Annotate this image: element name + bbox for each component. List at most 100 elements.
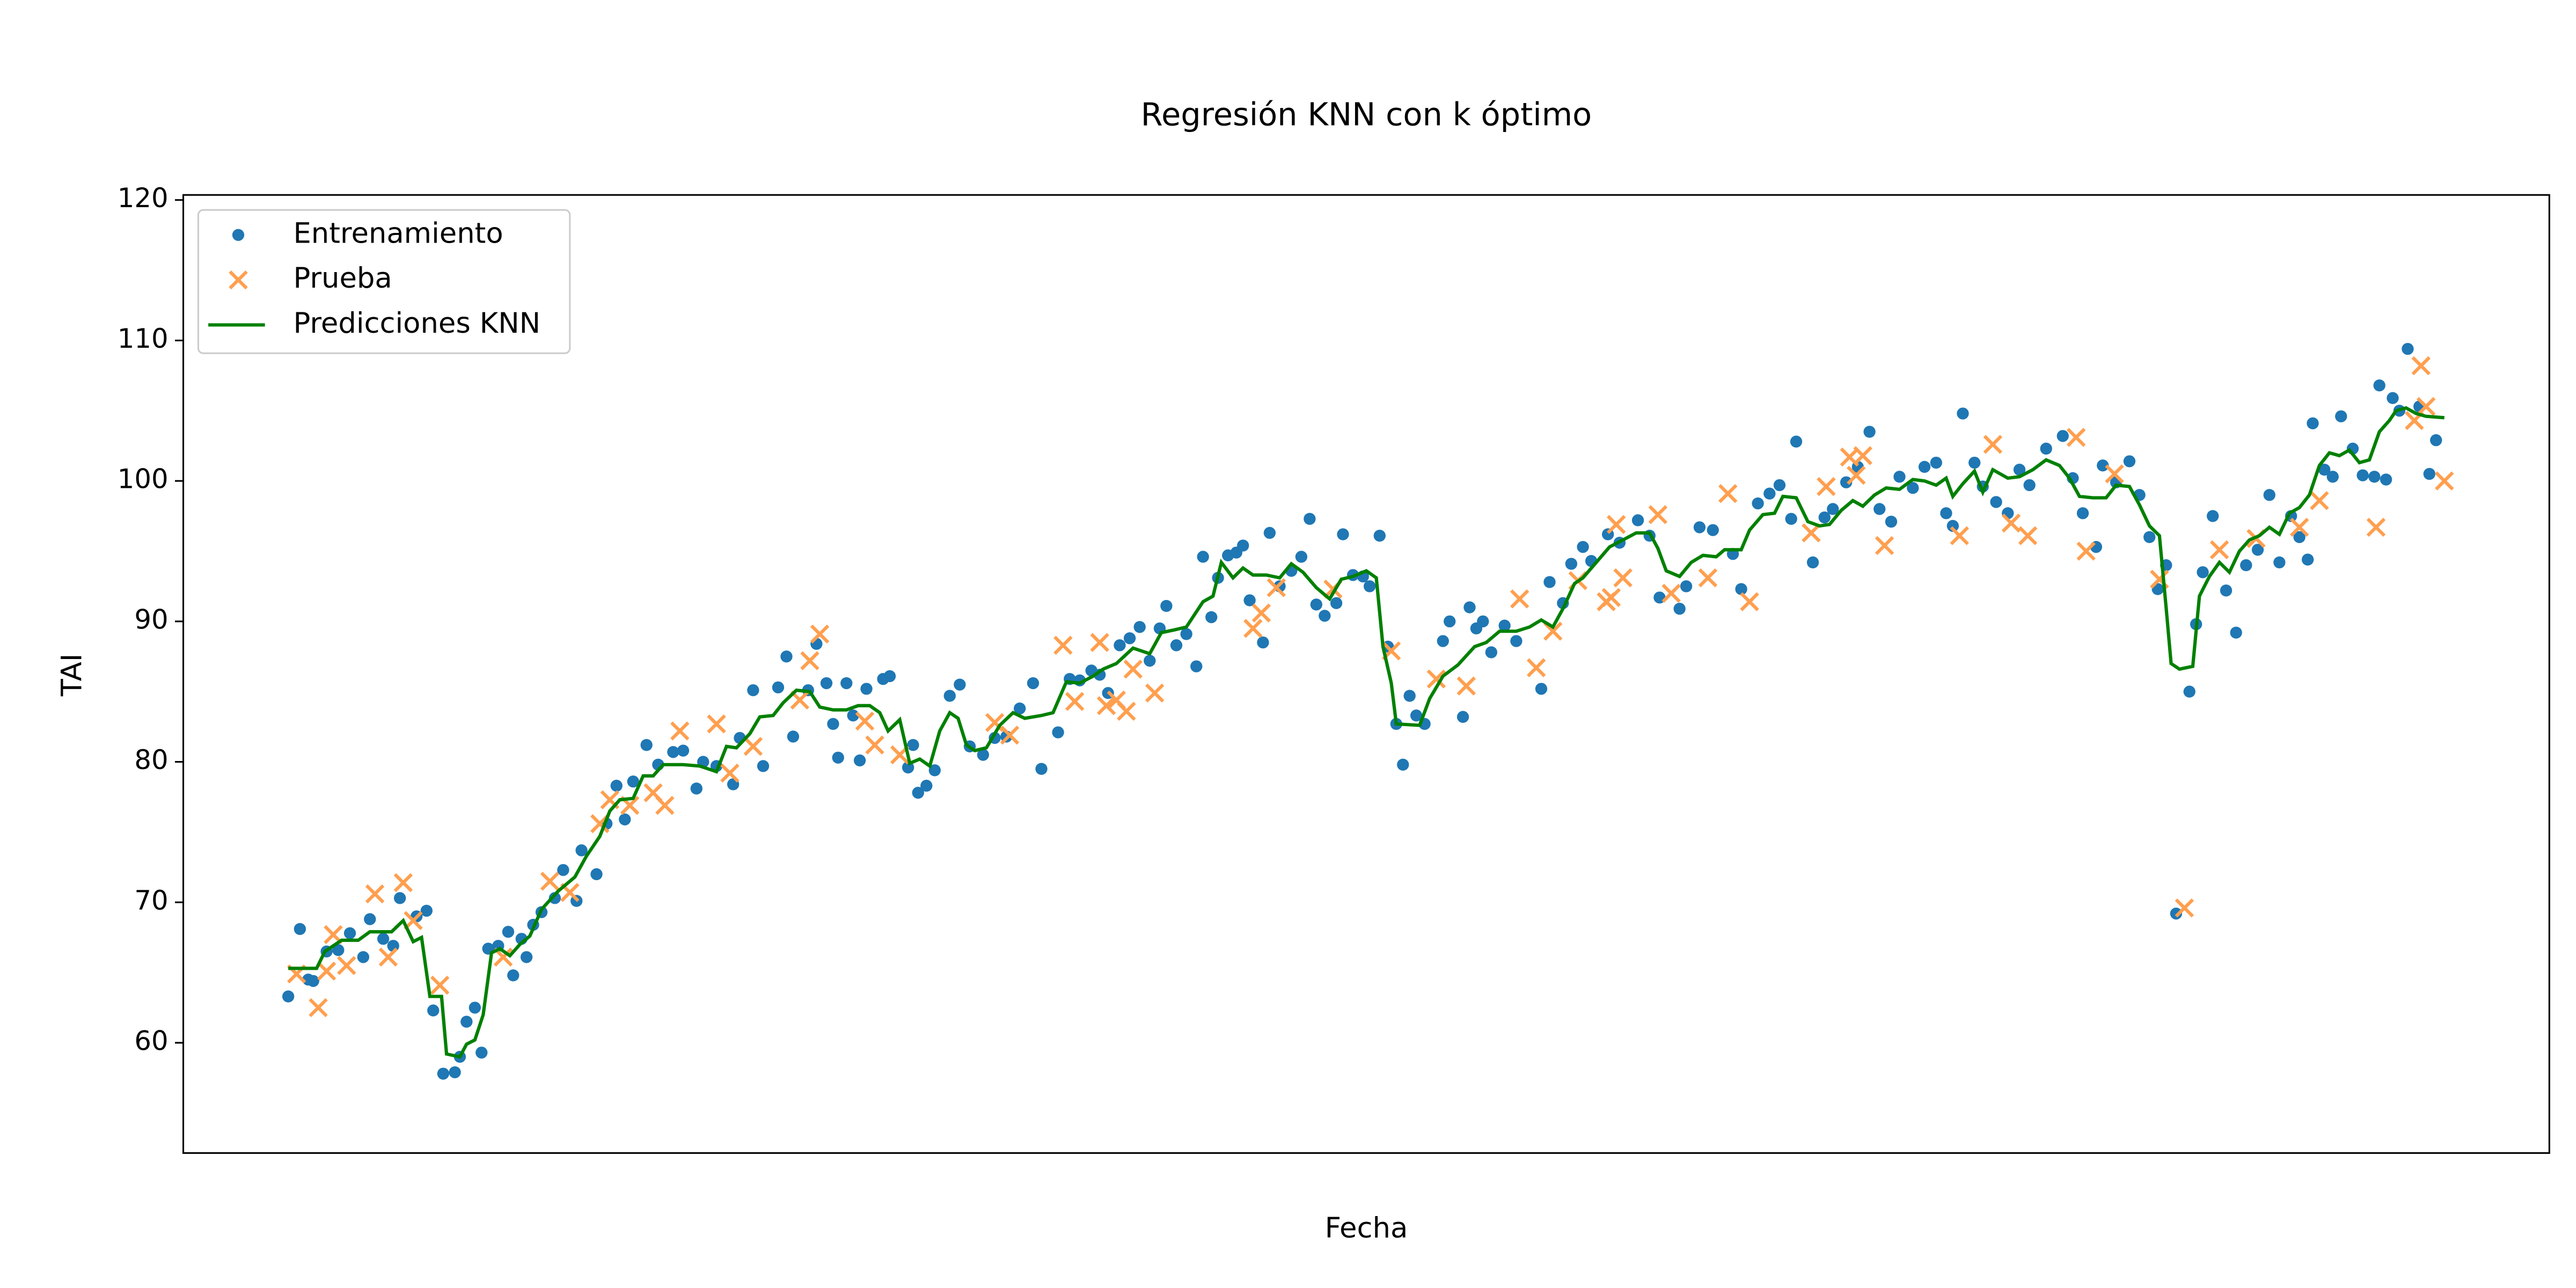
test-point	[2435, 471, 2454, 491]
train-point	[1874, 503, 1886, 515]
train-point	[1827, 503, 1839, 515]
test-point	[1090, 633, 1109, 652]
train-point	[853, 754, 866, 767]
legend-box	[197, 209, 571, 354]
test-point	[707, 714, 726, 734]
test-point	[1252, 603, 1271, 623]
train-point	[1735, 583, 1747, 595]
test-point	[1802, 523, 1821, 543]
train-point	[2097, 459, 2109, 472]
train-point	[2293, 531, 2306, 544]
train-point	[2430, 434, 2442, 447]
train-point	[1257, 636, 1269, 649]
train-point	[1863, 426, 1876, 438]
train-point	[832, 751, 844, 764]
train-point	[2335, 410, 2347, 422]
train-point	[772, 681, 785, 694]
train-point	[377, 933, 390, 945]
train-point	[1673, 603, 1686, 615]
train-point	[690, 782, 702, 795]
train-point	[920, 779, 933, 792]
train-point	[2040, 442, 2052, 455]
prediction-line	[288, 406, 2445, 1059]
test-point	[1698, 568, 1718, 588]
train-point	[294, 923, 306, 935]
train-point	[860, 683, 873, 695]
train-point	[1035, 763, 1048, 775]
legend-label: Entrenamiento	[293, 217, 503, 250]
y-tick-label: 70	[134, 885, 168, 916]
train-point	[1631, 514, 1644, 526]
train-point	[475, 1046, 488, 1059]
test-point	[1543, 621, 1563, 641]
test-point	[2310, 491, 2329, 510]
train-point	[1310, 598, 1322, 611]
train-point	[1785, 513, 1797, 525]
train-point	[840, 677, 853, 690]
train-point	[1498, 619, 1511, 632]
test-point	[2366, 517, 2386, 537]
train-point	[1180, 628, 1192, 640]
test-point	[1983, 435, 2003, 454]
test-point	[2018, 526, 2038, 545]
train-point	[1485, 646, 1497, 658]
y-tick-label: 100	[118, 464, 169, 495]
test-point	[1000, 726, 1020, 745]
train-point	[1930, 456, 1942, 469]
train-point	[1463, 601, 1476, 613]
train-point	[2380, 473, 2392, 486]
train-point	[1443, 615, 1456, 628]
train-point	[1397, 758, 1409, 771]
train-point	[2301, 553, 2314, 566]
train-point	[2240, 559, 2252, 572]
train-point	[943, 690, 956, 702]
y-tick-label: 110	[118, 323, 169, 354]
train-point	[627, 775, 639, 788]
train-point	[1330, 597, 1343, 610]
train-point	[787, 730, 800, 743]
train-point	[1236, 539, 1249, 552]
legend-label: Prueba	[293, 262, 392, 295]
train-point	[1403, 690, 1416, 702]
train-point	[677, 744, 690, 757]
train-point	[747, 684, 759, 697]
test-point	[540, 872, 560, 891]
y-tick-label: 80	[134, 744, 168, 775]
train-point	[827, 718, 839, 730]
train-point	[307, 975, 319, 987]
x-axis-label: Fecha	[1325, 1212, 1408, 1245]
train-point	[282, 990, 295, 1002]
train-point	[1543, 576, 1556, 588]
train-point	[2273, 556, 2286, 569]
train-point	[557, 863, 569, 876]
train-point	[2307, 417, 2319, 430]
train-point	[757, 760, 770, 772]
train-point	[1535, 683, 1548, 695]
train-point	[232, 229, 245, 241]
y-tick-label: 60	[134, 1026, 168, 1057]
plot-area	[282, 342, 2454, 1080]
train-point	[619, 813, 631, 826]
train-point	[364, 913, 376, 925]
train-point	[1477, 615, 1489, 628]
train-point	[2251, 544, 2264, 556]
train-point	[502, 926, 515, 938]
train-point	[2230, 626, 2242, 639]
train-point	[780, 650, 793, 663]
train-point	[2143, 531, 2156, 544]
train-point	[1940, 507, 1952, 519]
train-point	[437, 1067, 450, 1080]
train-point	[1773, 479, 1786, 492]
chart-title: Regresión KNN con k óptimo	[1141, 96, 1592, 133]
train-point	[1457, 711, 1469, 723]
train-point	[1363, 580, 1376, 592]
train-point	[977, 749, 990, 761]
test-point	[670, 721, 690, 741]
test-point	[229, 270, 248, 290]
y-axis-label: TAI	[55, 654, 88, 697]
test-point	[2076, 541, 2096, 561]
test-point	[1662, 583, 1681, 603]
train-point	[1437, 635, 1449, 647]
